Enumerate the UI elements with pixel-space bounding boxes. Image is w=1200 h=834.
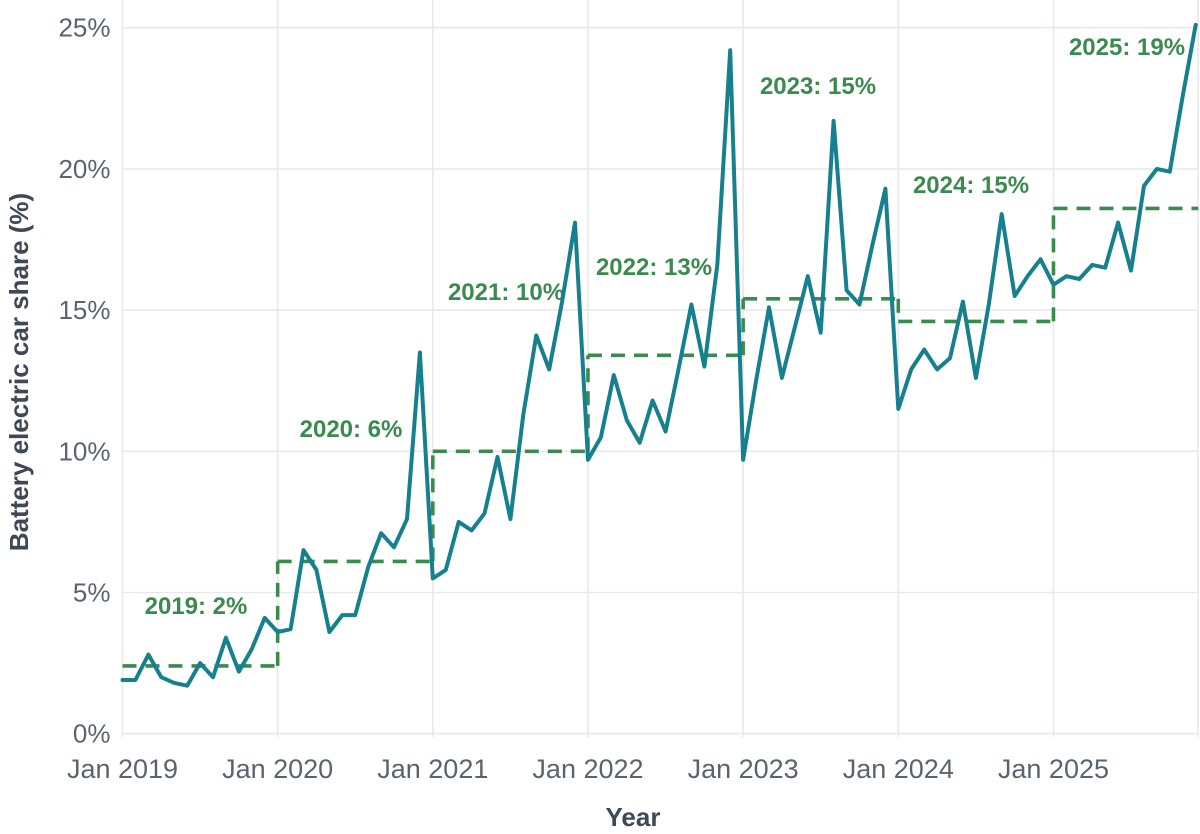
x-tick-label: Jan 2021	[377, 754, 488, 784]
x-tick-label: Jan 2022	[532, 754, 643, 784]
y-tick-label: 20%	[58, 154, 110, 184]
annual-average-label: 2024: 15%	[913, 172, 1029, 199]
x-tick-label: Jan 2025	[998, 754, 1109, 784]
y-tick-label: 15%	[58, 295, 110, 325]
y-tick-label: 0%	[73, 719, 111, 749]
annual-average-label: 2019: 2%	[145, 593, 248, 620]
annual-average-label: 2025: 19%	[1069, 34, 1185, 61]
annual-average-label: 2023: 15%	[760, 73, 876, 100]
x-tick-label: Jan 2023	[688, 754, 799, 784]
y-tick-label: 25%	[58, 13, 110, 43]
gridlines	[121, 0, 1199, 737]
y-tick-label: 5%	[73, 578, 111, 608]
annual-average-label: 2021: 10%	[448, 279, 564, 306]
x-tick-label: Jan 2019	[67, 754, 178, 784]
y-axis-tick-labels: 0% 5% 10% 15% 20% 25%	[58, 13, 110, 749]
x-axis-tick-labels: Jan 2019 Jan 2020 Jan 2021 Jan 2022 Jan 2023…	[67, 754, 1109, 784]
x-tick-label: Jan 2024	[843, 754, 954, 784]
x-tick-label: Jan 2020	[222, 754, 333, 784]
monthly-share-line	[120, 22, 1198, 688]
y-tick-label: 10%	[58, 436, 110, 466]
y-axis-title: Battery electric car share (%)	[4, 193, 34, 551]
x-axis-title: Year	[606, 802, 661, 832]
annual-average-label: 2020: 6%	[300, 416, 403, 443]
annual-average-label: 2022: 13%	[596, 254, 712, 281]
annual-average-steps: 2019: 2% 2020: 6% 2021: 10% 2022: 13% 2023: …	[122, 34, 1199, 668]
